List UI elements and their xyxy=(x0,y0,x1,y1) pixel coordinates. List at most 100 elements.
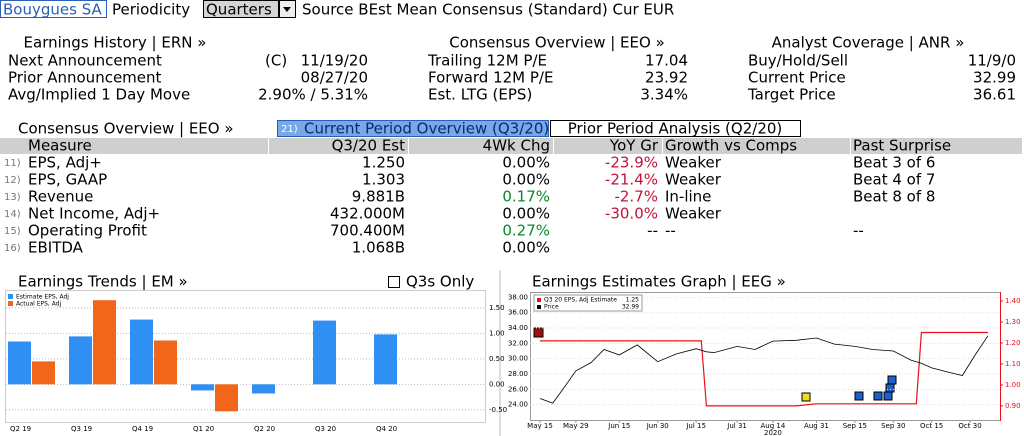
row-number: 16) xyxy=(4,243,21,254)
field-value: 23.92 xyxy=(645,69,688,87)
legend-value: 1.25 xyxy=(626,297,640,304)
column-header: Growth vs Comps xyxy=(665,137,797,155)
checkbox[interactable] xyxy=(388,276,400,288)
row-number: 15) xyxy=(4,226,21,237)
revision-marker xyxy=(801,392,811,402)
table-cell: Beat 8 of 8 xyxy=(853,188,935,206)
field-value: 17.04 xyxy=(645,52,688,70)
checkbox-label[interactable]: Q3s Only xyxy=(406,273,474,291)
consensus-title[interactable]: Consensus Overview | EEO » xyxy=(18,120,234,138)
bar xyxy=(32,361,55,385)
field-label: Est. LTG (EPS) xyxy=(428,86,532,104)
x-tick-label: Oct 15 xyxy=(920,422,943,430)
x-tick-label: May 15 xyxy=(527,422,553,430)
tab-active[interactable] xyxy=(277,120,549,137)
bar xyxy=(252,384,275,394)
tab[interactable] xyxy=(550,120,801,137)
field-label: Next Announcement xyxy=(8,52,162,70)
field-label: Avg/Implied 1 Day Move xyxy=(8,86,190,104)
table-cell: -23.9% xyxy=(605,154,658,172)
bar xyxy=(374,334,397,385)
table-cell: Beat 3 of 6 xyxy=(853,154,935,172)
x-tick-label: Q3 19 xyxy=(71,425,92,433)
table-cell: EPS, GAAP xyxy=(28,171,107,189)
field-label: Buy/Hold/Sell xyxy=(748,52,848,70)
y-tick-label: 36.00 xyxy=(508,309,528,317)
y2-tick-label: 1.20 xyxy=(1005,339,1021,347)
table-cell: -30.0% xyxy=(605,205,658,223)
x-tick-label: Jun 30 xyxy=(646,422,669,430)
field-value: 11/19/20 xyxy=(301,52,368,70)
x-tick-label: Jun 15 xyxy=(607,422,630,430)
section-title[interactable]: Earnings History | ERN » xyxy=(24,34,207,52)
field-note: (C) xyxy=(265,52,287,70)
field-value: 36.61 xyxy=(973,86,1016,104)
y-tick-label: 30.00 xyxy=(508,355,528,363)
x-tick-label: Jul 31 xyxy=(726,422,747,430)
bar xyxy=(215,384,238,412)
bar xyxy=(154,340,177,385)
table-cell: EPS, Adj+ xyxy=(28,154,102,172)
table-cell: -21.4% xyxy=(605,171,658,189)
table-cell: 9.881B xyxy=(352,188,405,206)
table-cell: EBITDA xyxy=(28,239,84,257)
periodicity-select[interactable] xyxy=(203,0,279,18)
column-header: Measure xyxy=(28,137,92,155)
column-header: Past Surprise xyxy=(853,137,951,155)
table-cell: In-line xyxy=(665,188,711,206)
y-tick-label: 38.00 xyxy=(508,293,528,301)
table-cell: -- xyxy=(647,222,658,240)
field-value: 08/27/20 xyxy=(301,69,368,87)
x-tick-label: Q4 20 xyxy=(376,425,397,433)
table-cell: Operating Profit xyxy=(28,222,147,240)
row-number: 14) xyxy=(4,209,21,220)
table-cell: Weaker xyxy=(665,154,722,172)
revision-marker xyxy=(854,391,864,401)
x-tick-label: Jul 15 xyxy=(685,422,706,430)
x-tick-label: Oct 30 xyxy=(958,422,981,430)
table-cell: -2.7% xyxy=(614,188,658,206)
x-tick-label: Sep 15 xyxy=(843,422,867,430)
legend-swatch xyxy=(8,301,13,306)
x-tick-label: Q3 20 xyxy=(315,425,336,433)
revision-marker xyxy=(873,391,883,401)
periodicity[interactable]: Quarters xyxy=(206,1,272,19)
section-title[interactable]: Analyst Coverage | ANR » xyxy=(772,34,965,52)
plot-frame xyxy=(5,290,486,423)
field-label: Target Price xyxy=(747,86,836,104)
security-box[interactable] xyxy=(0,0,107,18)
company[interactable]: Bouygues SA xyxy=(3,1,102,19)
table-cell: -- xyxy=(665,222,676,240)
dropdown-arrow xyxy=(283,7,291,12)
chart-title[interactable]: Earnings Trends | EM » xyxy=(18,273,188,291)
source: Source BEst Mean Consensus (Standard) Cu… xyxy=(302,1,674,19)
x-tick-label: Q2 19 xyxy=(10,425,31,433)
field-label: Trailing 12M P/E xyxy=(427,52,547,70)
section-title[interactable]: Consensus Overview | EEO » xyxy=(449,34,665,52)
table-cell: 1.068B xyxy=(352,239,405,257)
legend-swatch xyxy=(537,305,541,309)
tab-label[interactable]: Prior Period Analysis (Q2/20) xyxy=(568,120,783,138)
year-label: 2020 xyxy=(764,429,782,436)
y2-tick-label: 1.40 xyxy=(1005,297,1021,305)
y-tick-label: 26.00 xyxy=(508,385,528,393)
bar xyxy=(69,336,92,385)
tab-label[interactable]: Current Period Overview (Q3/20) xyxy=(304,120,549,138)
chart-title[interactable]: Earnings Estimates Graph | EEG » xyxy=(532,273,786,291)
tab-number: 21) xyxy=(281,124,298,135)
legend-value: 32.99 xyxy=(622,304,639,311)
y-tick-label: 32.00 xyxy=(508,339,528,347)
row-number: 12) xyxy=(4,175,21,186)
y-tick-label: 28.00 xyxy=(508,370,528,378)
field-value: 2.90% / 5.31% xyxy=(258,86,368,104)
legend-swatch xyxy=(8,294,13,299)
row-number: 13) xyxy=(4,192,21,203)
x-tick-label: Q2 20 xyxy=(254,425,275,433)
periodicity-label: Periodicity xyxy=(112,1,190,19)
legend-label: Actual EPS, Adj xyxy=(16,301,62,308)
legend-box xyxy=(533,294,643,312)
table-cell: 1.303 xyxy=(362,171,405,189)
field-label: Current Price xyxy=(748,69,846,87)
table-header xyxy=(0,138,1022,154)
